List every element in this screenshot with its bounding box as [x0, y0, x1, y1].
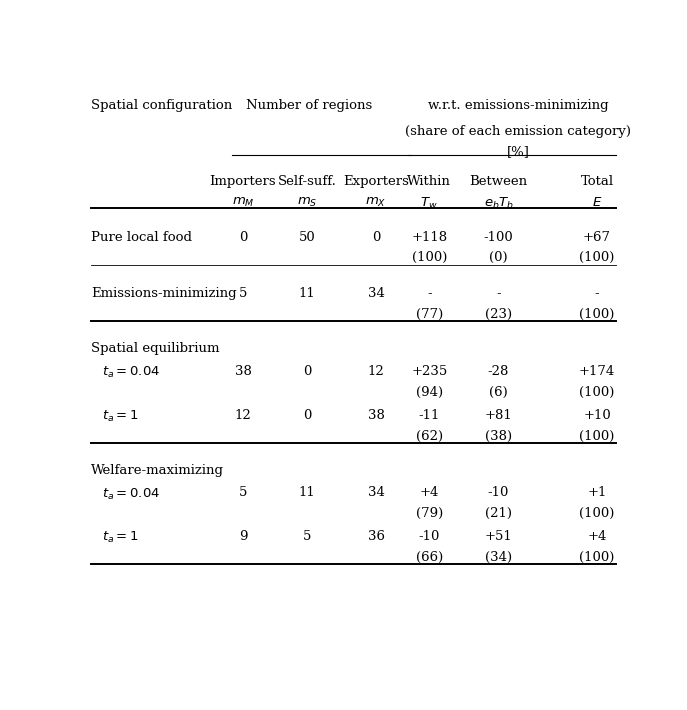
- Text: +10: +10: [583, 409, 611, 422]
- Text: Welfare-maximizing: Welfare-maximizing: [91, 464, 224, 476]
- Text: -: -: [496, 288, 501, 300]
- Text: (6): (6): [489, 386, 508, 399]
- Text: -10: -10: [488, 486, 509, 499]
- Text: 5: 5: [239, 288, 247, 300]
- Text: Self-suff.: Self-suff.: [278, 175, 336, 188]
- Text: (0): (0): [489, 251, 508, 264]
- Text: -: -: [595, 288, 599, 300]
- Text: -100: -100: [484, 231, 513, 244]
- Text: Number of regions: Number of regions: [247, 99, 372, 112]
- Text: (share of each emission category): (share of each emission category): [405, 124, 631, 138]
- Text: Importers: Importers: [210, 175, 276, 188]
- Text: (34): (34): [485, 551, 512, 564]
- Text: (100): (100): [579, 308, 615, 321]
- Text: +4: +4: [587, 530, 607, 543]
- Text: Spatial configuration: Spatial configuration: [91, 99, 232, 112]
- Text: +1: +1: [587, 486, 607, 499]
- Text: Within: Within: [407, 175, 451, 188]
- Text: 0: 0: [303, 409, 311, 422]
- Text: Pure local food: Pure local food: [91, 231, 192, 244]
- Text: $t_a = 0.04$: $t_a = 0.04$: [102, 486, 160, 501]
- Text: (38): (38): [485, 430, 512, 442]
- Text: $t_a = 1$: $t_a = 1$: [102, 409, 139, 424]
- Text: (79): (79): [416, 507, 443, 520]
- Text: [%]: [%]: [507, 146, 530, 158]
- Text: (100): (100): [579, 386, 615, 399]
- Text: -11: -11: [418, 409, 440, 422]
- Text: (100): (100): [579, 251, 615, 264]
- Text: 0: 0: [372, 231, 380, 244]
- Text: +118: +118: [412, 231, 447, 244]
- Text: 38: 38: [368, 409, 385, 422]
- Text: (77): (77): [416, 308, 443, 321]
- Text: +235: +235: [411, 365, 447, 378]
- Text: (23): (23): [485, 308, 512, 321]
- Text: $m_S$: $m_S$: [297, 196, 317, 209]
- Text: -28: -28: [488, 365, 509, 378]
- Text: (100): (100): [579, 551, 615, 564]
- Text: Between: Between: [469, 175, 528, 188]
- Text: $m_M$: $m_M$: [232, 196, 254, 209]
- Text: 34: 34: [368, 486, 385, 499]
- Text: (66): (66): [416, 551, 443, 564]
- Text: 38: 38: [234, 365, 251, 378]
- Text: (94): (94): [416, 386, 443, 399]
- Text: $e_b T_b$: $e_b T_b$: [484, 196, 513, 211]
- Text: $t_a = 0.04$: $t_a = 0.04$: [102, 365, 160, 381]
- Text: (21): (21): [485, 507, 512, 520]
- Text: 9: 9: [238, 530, 247, 543]
- Text: Total: Total: [581, 175, 613, 188]
- Text: +174: +174: [579, 365, 615, 378]
- Text: $t_a = 1$: $t_a = 1$: [102, 530, 139, 545]
- Text: 12: 12: [234, 409, 251, 422]
- Text: (62): (62): [416, 430, 443, 442]
- Text: -: -: [427, 288, 431, 300]
- Text: +67: +67: [583, 231, 611, 244]
- Text: $E$: $E$: [592, 196, 602, 209]
- Text: $m_X$: $m_X$: [365, 196, 387, 209]
- Text: 12: 12: [368, 365, 385, 378]
- Text: 0: 0: [303, 365, 311, 378]
- Text: $T_w$: $T_w$: [420, 196, 438, 211]
- Text: w.r.t. emissions-minimizing: w.r.t. emissions-minimizing: [428, 99, 609, 112]
- Text: 34: 34: [368, 288, 385, 300]
- Text: +51: +51: [484, 530, 513, 543]
- Text: (100): (100): [579, 507, 615, 520]
- Text: 36: 36: [368, 530, 385, 543]
- Text: 5: 5: [303, 530, 311, 543]
- Text: Emissions-minimizing: Emissions-minimizing: [91, 288, 237, 300]
- Text: 5: 5: [239, 486, 247, 499]
- Text: -10: -10: [418, 530, 440, 543]
- Text: +81: +81: [484, 409, 513, 422]
- Text: 11: 11: [298, 486, 315, 499]
- Text: Spatial equilibrium: Spatial equilibrium: [91, 342, 220, 355]
- Text: (100): (100): [412, 251, 447, 264]
- Text: 0: 0: [239, 231, 247, 244]
- Text: (100): (100): [579, 430, 615, 442]
- Text: 11: 11: [298, 288, 315, 300]
- Text: 50: 50: [298, 231, 315, 244]
- Text: Exporters: Exporters: [343, 175, 409, 188]
- Text: +4: +4: [420, 486, 439, 499]
